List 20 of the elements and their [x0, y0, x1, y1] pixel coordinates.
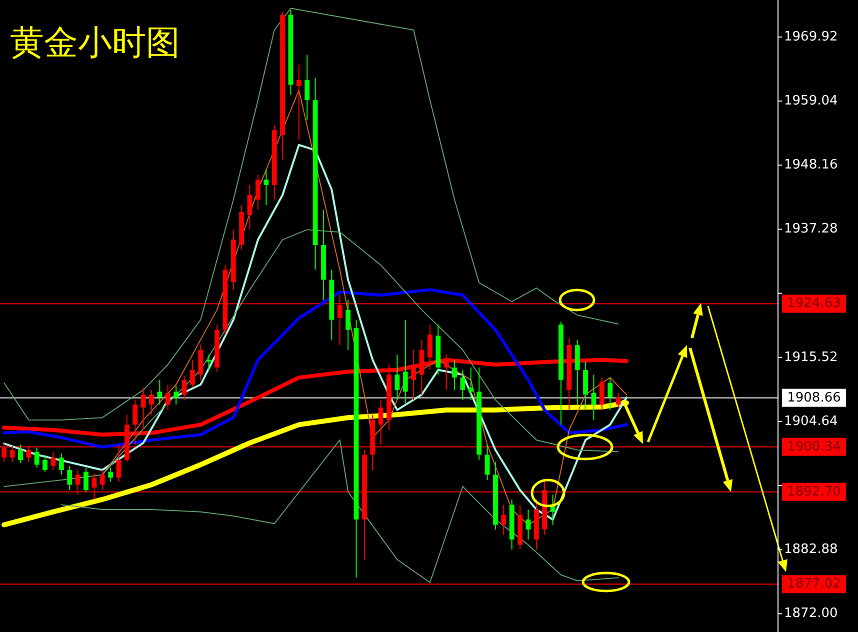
y-tick-label: 1948.16: [784, 158, 838, 173]
y-tick-label: 1882.88: [784, 542, 838, 558]
y-tick-label: 1915.52: [784, 350, 838, 365]
line-series: [60, 439, 619, 584]
line-series: [2, 358, 628, 437]
line-series: [4, 8, 619, 420]
y-tick-label: 1959.04: [784, 94, 838, 109]
y-tick-label: 1904.64: [784, 414, 838, 429]
ref-line-label: 1900.34: [787, 439, 841, 454]
y-tick-label: 1872.00: [784, 606, 838, 622]
y-tick-label: 1937.28: [784, 222, 838, 237]
line-series: [4, 229, 619, 488]
line-series: [2, 288, 628, 449]
ref-line-label: 1908.66: [787, 390, 841, 406]
y-tick-label: 1969.92: [784, 29, 838, 44]
line-series: [3, 144, 628, 520]
ref-line-label: 1892.70: [787, 484, 841, 500]
ref-line-label: 1877.02: [787, 576, 841, 592]
ref-line-label: 1924.63: [787, 296, 841, 312]
text: 黄金小时图: [10, 23, 180, 63]
